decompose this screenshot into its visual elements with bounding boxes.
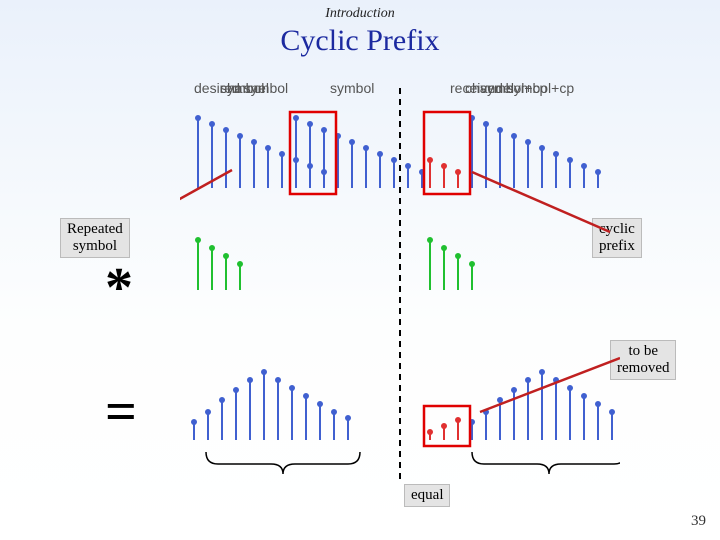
- equals-symbol: =: [105, 380, 137, 444]
- section-header: Introduction: [0, 6, 720, 22]
- convolution-symbol: *: [105, 256, 133, 320]
- stem-group: [469, 115, 601, 188]
- stem-group: [469, 369, 620, 440]
- brace: [472, 452, 620, 474]
- stem-group: [195, 115, 327, 188]
- pointer-repeated: [180, 170, 232, 232]
- stem-group: [293, 115, 425, 188]
- stem-group: [195, 237, 243, 290]
- cp-stems: [427, 157, 461, 188]
- stem-group: [427, 417, 461, 440]
- diagram-stage: symbol symbol symbol+cp channel channel …: [180, 80, 620, 500]
- brace: [206, 452, 360, 474]
- stem-group: [191, 369, 351, 440]
- slide-title: Cyclic Prefix: [0, 24, 720, 58]
- stem-group: [427, 237, 475, 290]
- slide-number: 39: [691, 513, 706, 530]
- annot-repeated-symbol: Repeated symbol: [60, 218, 130, 258]
- diagram-svg: [180, 80, 620, 500]
